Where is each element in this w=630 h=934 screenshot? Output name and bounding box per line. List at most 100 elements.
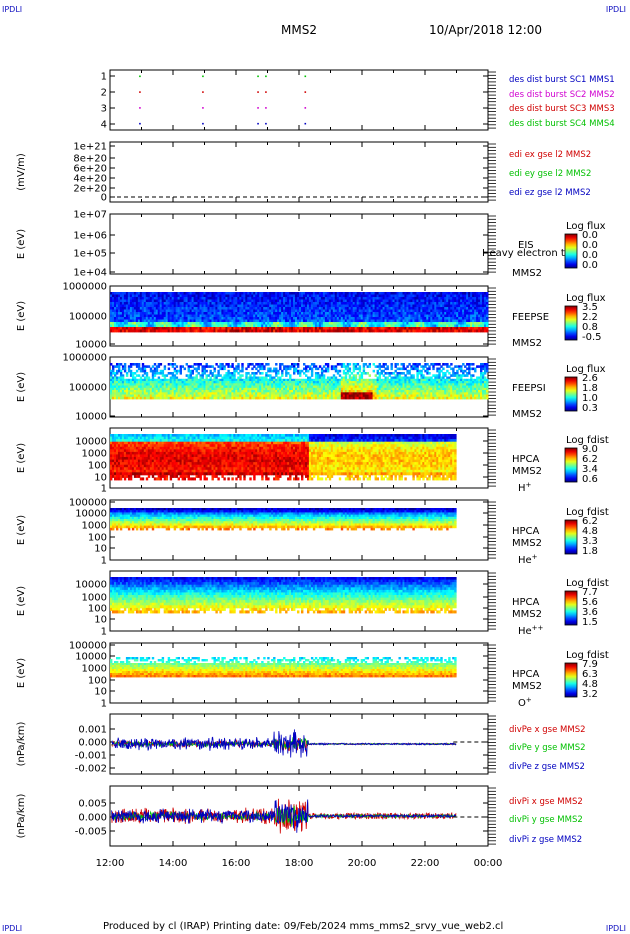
ytick-label-9-2: -0.001	[75, 751, 107, 762]
ytick-label-2-1: 1e+06	[73, 231, 107, 242]
ytick-label-6-0: 100000	[69, 498, 107, 509]
ytick-label-5-2: 100	[88, 461, 107, 472]
panel-frame-2	[109, 213, 496, 275]
spectrogram-4	[110, 363, 489, 400]
colorbar-title-6: Log fdist	[566, 507, 609, 518]
ylabel-1: (mV/m)	[16, 153, 27, 191]
legend-burst-2: des dist burst SC3 MMS3	[509, 104, 615, 114]
time-tick-1: 14:00	[159, 858, 188, 869]
footer-credit: Produced by cl (IRAP) Printing date: 09/…	[103, 921, 504, 932]
ytick-label-8-1: 10000	[75, 652, 107, 663]
ylabel-2: E (eV)	[16, 229, 27, 259]
legend-burst-3: des dist burst SC4 MMS4	[509, 119, 615, 129]
burst-point-0-2	[257, 122, 259, 125]
burst-point-0-1	[202, 122, 204, 125]
ytick-label-7-4: 1	[101, 627, 107, 638]
colorbar-tick-2-3: 0.0	[582, 260, 598, 271]
colorbar-tick-6-3: 1.8	[582, 546, 598, 557]
burst-point-1-2	[257, 107, 259, 109]
burst-point-2-1	[202, 91, 204, 93]
legend-efield-0: edi ex gse l2 MMS2	[509, 150, 591, 160]
colorbar-title-7: Log fdist	[566, 578, 609, 589]
colorbar-4	[564, 376, 578, 412]
ylabel-7: E (eV)	[16, 586, 27, 616]
ytick-label-7-3: 10	[94, 615, 107, 626]
time-tick-2: 16:00	[222, 858, 251, 869]
ylabel-3: E (eV)	[16, 301, 27, 331]
ytick-label-6-3: 100	[88, 533, 107, 544]
overlay-text-eis: Heavy electron to	[482, 248, 571, 259]
legend-divpe-0: divPe x gse MMS2	[509, 725, 586, 735]
burst-point-1-4	[304, 107, 307, 109]
ylabel-8: E (eV)	[16, 658, 27, 688]
colorbar-6	[564, 519, 578, 555]
burst-point-1-1	[202, 107, 204, 109]
instrument-label-4: FEEPSI	[512, 383, 546, 394]
colorbar-tick-3-1: 2.2	[582, 312, 598, 323]
spacecraft-label-8: MMS2	[512, 681, 542, 692]
ytick-label-0-1: 2	[101, 88, 107, 99]
corner-label-bottom-right: IPDLI	[605, 924, 626, 933]
panel-frame-6	[109, 499, 496, 561]
colorbar-tick-7-1: 5.6	[582, 597, 598, 608]
colorbar-title-8: Log fdist	[566, 650, 609, 661]
species-label-6: He+	[518, 553, 538, 566]
legend-burst-1: des dist burst SC2 MMS2	[509, 90, 615, 100]
time-tick-0: 12:00	[96, 858, 125, 869]
spectrogram-5	[110, 434, 457, 481]
ytick-label-8-5: 1	[101, 699, 107, 710]
burst-point-0-3	[265, 122, 267, 125]
colorbar-title-2: Log flux	[566, 221, 606, 232]
colorbar-tick-3-0: 3.5	[582, 302, 598, 313]
colorbar-2	[564, 233, 578, 269]
ytick-label-4-0: 1000000	[62, 353, 107, 364]
corner-label-top-left: IPDLI	[2, 5, 23, 14]
ytick-label-4-1: 100000	[69, 383, 107, 394]
ytick-label-6-5: 1	[101, 556, 107, 567]
colorbar-tick-8-1: 6.3	[582, 669, 598, 680]
legend-efield-2: edi ez gse l2 MMS2	[509, 188, 591, 198]
ylabel-4: E (eV)	[16, 372, 27, 402]
ytick-label-1-1: 8e+20	[73, 154, 107, 165]
panel-frame-1	[109, 141, 496, 203]
ylabel-6: E (eV)	[16, 515, 27, 545]
series-line-9-2	[111, 729, 457, 758]
spacecraft-title: MMS2	[281, 23, 317, 37]
ytick-label-6-4: 10	[94, 544, 107, 555]
spacecraft-label-3: MMS2	[512, 338, 542, 349]
ytick-label-2-0: 1e+07	[73, 210, 107, 221]
colorbar-tick-3-3: -0.5	[582, 332, 602, 343]
ytick-label-3-0: 1000000	[62, 282, 107, 293]
colorbar-tick-5-0: 9.0	[582, 444, 598, 455]
colorbar-tick-4-0: 2.6	[582, 373, 598, 384]
panel-frame-0	[109, 69, 496, 131]
colorbar-title-4: Log flux	[566, 364, 606, 375]
ytick-label-10-2: -0.005	[75, 827, 107, 838]
instrument-label-8: HPCA	[512, 669, 540, 680]
ytick-label-3-2: 10000	[75, 340, 107, 351]
colorbar-tick-7-2: 3.6	[582, 607, 598, 618]
instrument-label-7: HPCA	[512, 597, 540, 608]
ytick-label-6-1: 10000	[75, 509, 107, 520]
ytick-label-8-0: 100000	[69, 641, 107, 652]
legend-divpi-1: divPi y gse MMS2	[509, 815, 583, 825]
panel-frame-9	[109, 713, 496, 775]
ytick-label-9-3: -0.002	[75, 764, 107, 775]
colorbar-5	[564, 447, 578, 483]
colorbar-tick-5-1: 6.2	[582, 454, 598, 465]
burst-point-2-2	[257, 91, 259, 93]
burst-point-3-2	[257, 75, 259, 78]
ytick-label-7-2: 100	[88, 604, 107, 615]
burst-point-2-4	[304, 91, 307, 93]
colorbar-tick-4-1: 1.8	[582, 383, 598, 394]
ytick-label-3-1: 100000	[69, 312, 107, 323]
ytick-label-1-5: 0	[101, 193, 107, 204]
time-tick-6: 00:00	[474, 858, 503, 869]
corner-label-bottom-left: IPDLI	[2, 924, 23, 933]
colorbar-tick-6-2: 3.3	[582, 536, 598, 547]
spacecraft-label-2: MMS2	[512, 268, 542, 279]
ytick-label-8-4: 10	[94, 687, 107, 698]
colorbar-tick-8-2: 4.8	[582, 679, 598, 690]
ylabel-9: (nPa/km)	[16, 722, 27, 767]
